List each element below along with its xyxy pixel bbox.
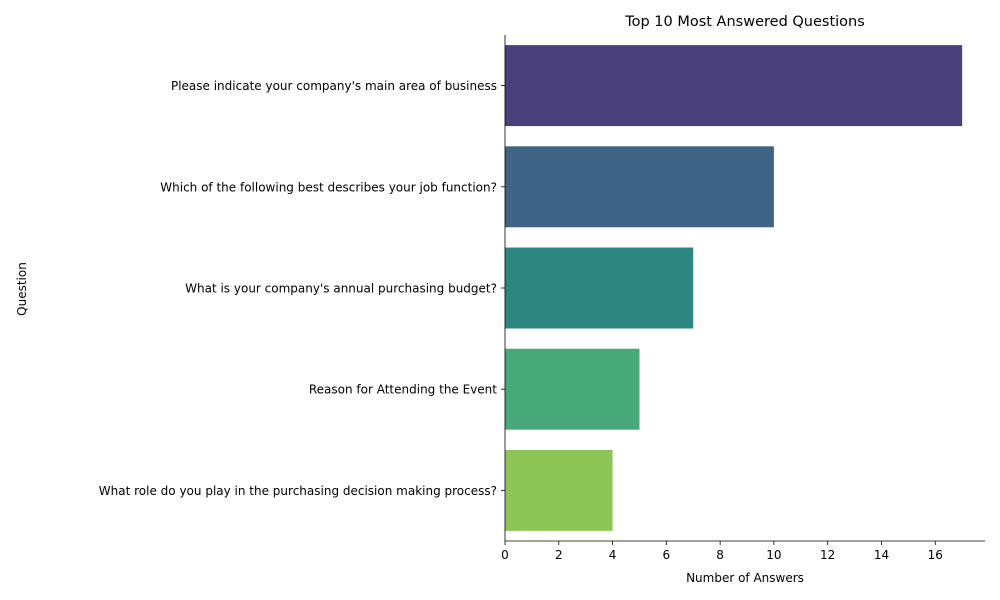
bar-5 <box>505 449 613 531</box>
y-tick-label: Reason for Attending the Event <box>309 383 497 397</box>
x-tick-label: 0 <box>501 548 509 562</box>
x-tick-label: 16 <box>928 548 943 562</box>
y-tick-label: Please indicate your company's main area… <box>171 79 497 93</box>
x-tick-label: 4 <box>609 548 617 562</box>
y-axis: Please indicate your company's main area… <box>99 79 505 498</box>
y-tick-label: What role do you play in the purchasing … <box>99 484 497 498</box>
bar-1 <box>505 45 963 127</box>
y-axis-label: Question <box>15 262 29 316</box>
x-tick-label: 10 <box>766 548 781 562</box>
x-tick-label: 12 <box>820 548 835 562</box>
x-tick-label: 14 <box>874 548 889 562</box>
bar-2 <box>505 146 774 228</box>
bar-4 <box>505 348 640 430</box>
bar-3 <box>505 247 694 329</box>
x-tick-label: 8 <box>716 548 724 562</box>
y-tick-label: What is your company's annual purchasing… <box>185 282 497 296</box>
bars-group <box>505 45 963 531</box>
x-axis: 0 2 4 6 8 10 12 14 16 <box>501 35 985 562</box>
y-tick-label: Which of the following best describes yo… <box>160 180 497 194</box>
x-tick-label: 2 <box>555 548 563 562</box>
x-tick-label: 6 <box>663 548 671 562</box>
chart-title: Top 10 Most Answered Questions <box>624 14 865 30</box>
x-axis-label: Number of Answers <box>686 571 804 585</box>
